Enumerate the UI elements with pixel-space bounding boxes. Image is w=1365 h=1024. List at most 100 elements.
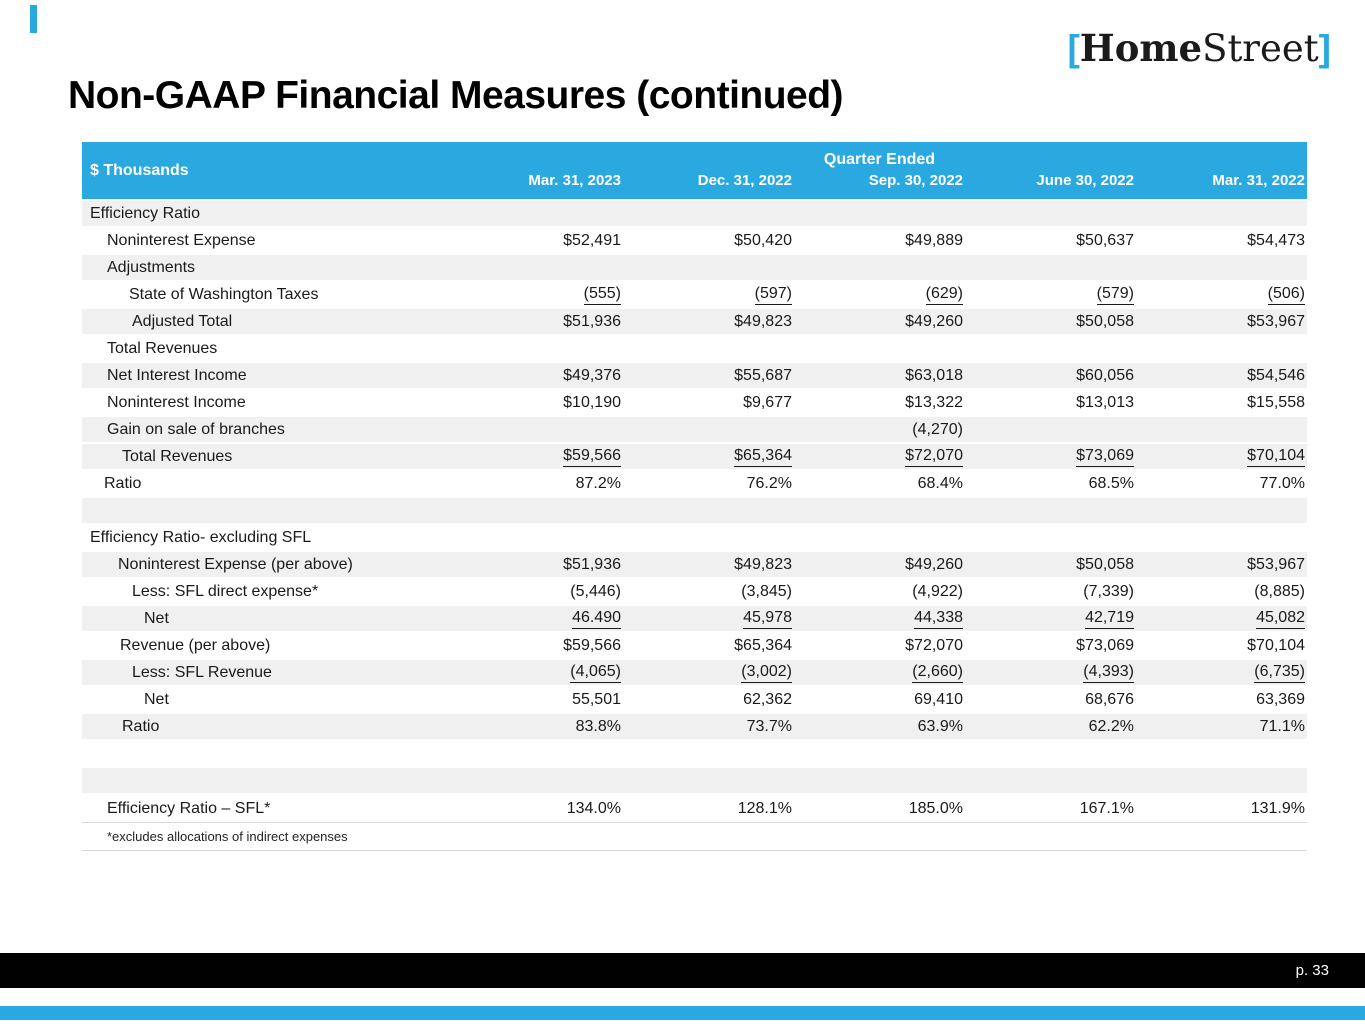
- row-value: (579): [965, 285, 1136, 305]
- row-value: (506): [1136, 285, 1307, 305]
- spacer-row: [82, 741, 1307, 768]
- footer-bar: p. 33: [0, 953, 1365, 988]
- row-label: Ratio: [122, 717, 160, 735]
- quarter-ended-header: Quarter Ended: [823, 150, 936, 168]
- column-header: Mar. 31, 2023: [528, 172, 621, 190]
- row-value: $51,936: [563, 312, 621, 330]
- row-value: $49,823: [734, 312, 792, 330]
- row-value: 69,410: [914, 690, 963, 708]
- row-value: $70,104: [1247, 636, 1305, 654]
- page-title: Non-GAAP Financial Measures (continued): [68, 74, 844, 117]
- row-value: (5,446): [570, 582, 621, 600]
- table-row: Less: SFL Revenue (4,065) (3,002) (2,660) (4…: [82, 660, 1307, 687]
- row-label: Less: SFL direct expense*: [132, 582, 319, 600]
- table-row: Adjusted Total $51,936 $49,823 $49,260 $50,0…: [82, 309, 1307, 336]
- row-value: (8,885): [1254, 582, 1305, 600]
- bottom-accent-bar: [0, 1006, 1365, 1020]
- row-label: Efficiency Ratio: [90, 204, 200, 222]
- accent-dash: [30, 5, 37, 33]
- row-label: Net: [144, 609, 169, 627]
- table-row: Noninterest Income $10,190 $9,677 $13,322 $1…: [82, 390, 1307, 417]
- row-label: Ratio: [104, 474, 142, 492]
- table-row: Ratio 83.8% 73.7% 63.9% 62.2% 71.1%: [82, 714, 1307, 741]
- table-row: Gain on sale of branches (4,270): [82, 417, 1307, 444]
- row-value: (6,735): [1136, 663, 1307, 683]
- row-value: 83.8%: [575, 717, 621, 735]
- logo-street-text: Street: [1202, 27, 1319, 70]
- table-row: Total Revenues: [82, 336, 1307, 363]
- row-label: Efficiency Ratio – SFL*: [107, 799, 271, 817]
- row-value: 185.0%: [908, 799, 963, 817]
- row-value: $10,190: [563, 393, 621, 411]
- row-value: $72,070: [905, 636, 963, 654]
- row-value: 46.490: [452, 609, 623, 629]
- row-value: 62,362: [743, 690, 792, 708]
- row-value: $49,260: [905, 312, 963, 330]
- row-value: $49,889: [905, 231, 963, 249]
- row-value: $65,364: [734, 636, 792, 654]
- row-value: $72,070: [794, 447, 965, 467]
- row-label: Total Revenues: [107, 339, 218, 357]
- row-label: Adjustments: [107, 258, 196, 276]
- row-label: Net Interest Income: [107, 366, 247, 384]
- row-value: 45,978: [623, 609, 794, 629]
- row-value: 134.0%: [566, 799, 621, 817]
- row-value: $59,566: [563, 636, 621, 654]
- table-row: Efficiency Ratio – SFL* 134.0% 128.1% 185.0…: [82, 795, 1307, 823]
- row-value: (4,270): [912, 420, 963, 438]
- row-value: (7,339): [1083, 582, 1134, 600]
- table-row: *excludes allocations of indirect expens…: [82, 823, 1307, 851]
- table-row: Total Revenues $59,566 $65,364 $72,070 $73,0…: [82, 444, 1307, 471]
- row-value: $59,566: [452, 447, 623, 467]
- row-value: $13,322: [905, 393, 963, 411]
- row-value: 71.1%: [1259, 717, 1305, 735]
- table-row: Noninterest Expense $52,491 $50,420 $49,889…: [82, 228, 1307, 255]
- row-value: $73,069: [1076, 636, 1134, 654]
- row-value: (2,660): [794, 663, 965, 683]
- column-header: Sep. 30, 2022: [868, 172, 963, 190]
- row-value: (597): [623, 285, 794, 305]
- row-value: 87.2%: [575, 474, 621, 492]
- page-number: p. 33: [1295, 962, 1329, 979]
- row-value: $55,687: [734, 366, 792, 384]
- row-value: $49,823: [734, 555, 792, 573]
- financial-table: $ Thousands Quarter Ended Mar. 31, 2023 …: [82, 142, 1307, 851]
- row-label: Less: SFL Revenue: [132, 663, 272, 681]
- row-value: 128.1%: [737, 799, 792, 817]
- table-row: Net 46.490 45,978 44,338 42,719 45,082: [82, 606, 1307, 633]
- row-value: $49,376: [563, 366, 621, 384]
- row-label: Noninterest Income: [107, 393, 246, 411]
- row-label: State of Washington Taxes: [129, 285, 319, 303]
- homestreet-logo: [HomeStreet]: [1067, 26, 1331, 70]
- table-row: Efficiency Ratio: [82, 201, 1307, 228]
- row-value: $13,013: [1076, 393, 1134, 411]
- spacer-row: [82, 768, 1307, 795]
- row-value: $15,558: [1247, 393, 1305, 411]
- row-value: $51,936: [563, 555, 621, 573]
- row-value: 45,082: [1136, 609, 1307, 629]
- row-value: $54,473: [1247, 231, 1305, 249]
- row-value: $65,364: [623, 447, 794, 467]
- row-value: (3,002): [623, 663, 794, 683]
- row-value: $54,546: [1247, 366, 1305, 384]
- row-value: (3,845): [741, 582, 792, 600]
- row-value: 63.9%: [917, 717, 963, 735]
- row-value: $9,677: [743, 393, 792, 411]
- row-label: Noninterest Expense: [107, 231, 256, 249]
- row-value: 62.2%: [1088, 717, 1134, 735]
- header-columns: Quarter Ended Mar. 31, 2023 Dec. 31, 202…: [452, 142, 1307, 199]
- row-value: 167.1%: [1079, 799, 1134, 817]
- table-body: Efficiency Ratio Noninterest Expense $52,4…: [82, 201, 1307, 851]
- row-label: *excludes allocations of indirect expens…: [107, 829, 348, 844]
- row-value: $60,056: [1076, 366, 1134, 384]
- row-value: 42,719: [965, 609, 1136, 629]
- row-value: $70,104: [1136, 447, 1307, 467]
- row-value: $49,260: [905, 555, 963, 573]
- row-value: (555): [452, 285, 623, 305]
- row-value: 131.9%: [1250, 799, 1305, 817]
- row-value: 76.2%: [746, 474, 792, 492]
- table-row: State of Washington Taxes (555) (597) (629)…: [82, 282, 1307, 309]
- row-value: $53,967: [1247, 555, 1305, 573]
- row-value: 63,369: [1256, 690, 1305, 708]
- row-label: Total Revenues: [122, 447, 233, 465]
